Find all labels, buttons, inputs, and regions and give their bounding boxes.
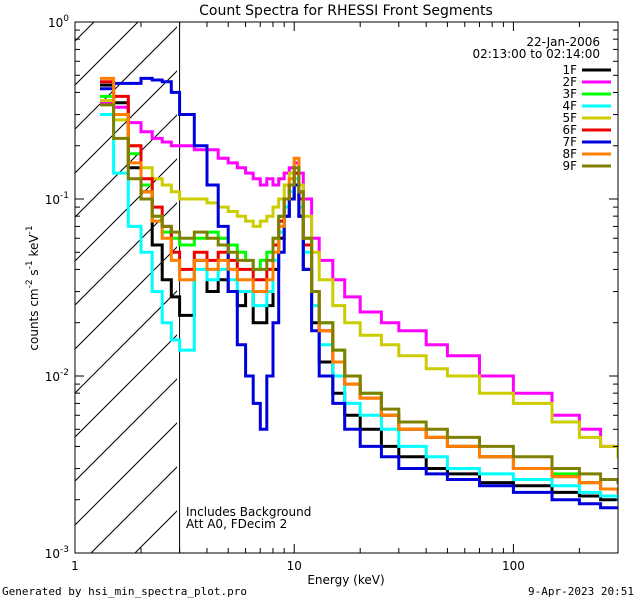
annotation-attenuator-note: Att A0, FDecim 2: [186, 517, 287, 531]
legend-label: 2F: [562, 75, 577, 89]
series-1F: [100, 83, 618, 502]
hatch-line: [75, 26, 177, 130]
series-7F: [100, 76, 618, 510]
x-tick-label: 1: [71, 559, 79, 573]
footer-timestamp: 9-Apr-2023 20:51: [528, 585, 634, 598]
x-axis-label: Energy (keV): [307, 573, 384, 587]
y-tick-labels: 100 10-1 10-2 10-3: [45, 14, 70, 561]
series-group: [100, 76, 618, 510]
y-axis-label: counts cm-2 s-1 keV-1: [25, 225, 41, 350]
hatch-line: [75, 422, 177, 526]
annotation-time-range: 02:13:00 to 02:14:00: [473, 47, 600, 61]
chart-title: Count Spectra for RHESSI Front Segments: [199, 3, 493, 19]
hatch-line: [75, 202, 177, 306]
x-tick-label: 100: [502, 559, 525, 573]
legend-label: 9F: [562, 159, 577, 173]
y-tick-label: 10-3: [45, 545, 69, 561]
hatch-line: [90, 466, 177, 553]
legend-label: 3F: [562, 87, 577, 101]
hatch-line: [75, 246, 177, 350]
legend-label: 1F: [562, 63, 577, 77]
legend-label: 5F: [562, 111, 577, 125]
legend-label: 7F: [562, 135, 577, 149]
annotation-date: 22-Jan-2006: [526, 35, 600, 49]
hatch-line: [75, 378, 177, 482]
legend-label: 4F: [562, 99, 577, 113]
hatch-line: [75, 334, 177, 438]
legend-label: 6F: [562, 123, 577, 137]
series-2F: [100, 101, 618, 459]
legend-label: 8F: [562, 147, 577, 161]
hatch-line: [75, 70, 177, 174]
y-tick-label: 10-1: [45, 191, 69, 207]
x-tick-labels: 1 10 100: [71, 559, 525, 573]
x-tick-label: 10: [287, 559, 302, 573]
hatch-line: [223, 0, 640, 553]
footer-generated-by: Generated by hsi_min_spectra_plot.pro: [2, 585, 248, 598]
y-tick-label: 100: [48, 14, 69, 30]
y-tick-label: 10-2: [45, 368, 69, 384]
axis-ticks: [74, 21, 619, 554]
plot-frame: [74, 21, 619, 554]
series-3F: [100, 94, 618, 494]
annotation-background-note: Includes Background: [186, 505, 311, 519]
series-9F: [100, 103, 618, 485]
